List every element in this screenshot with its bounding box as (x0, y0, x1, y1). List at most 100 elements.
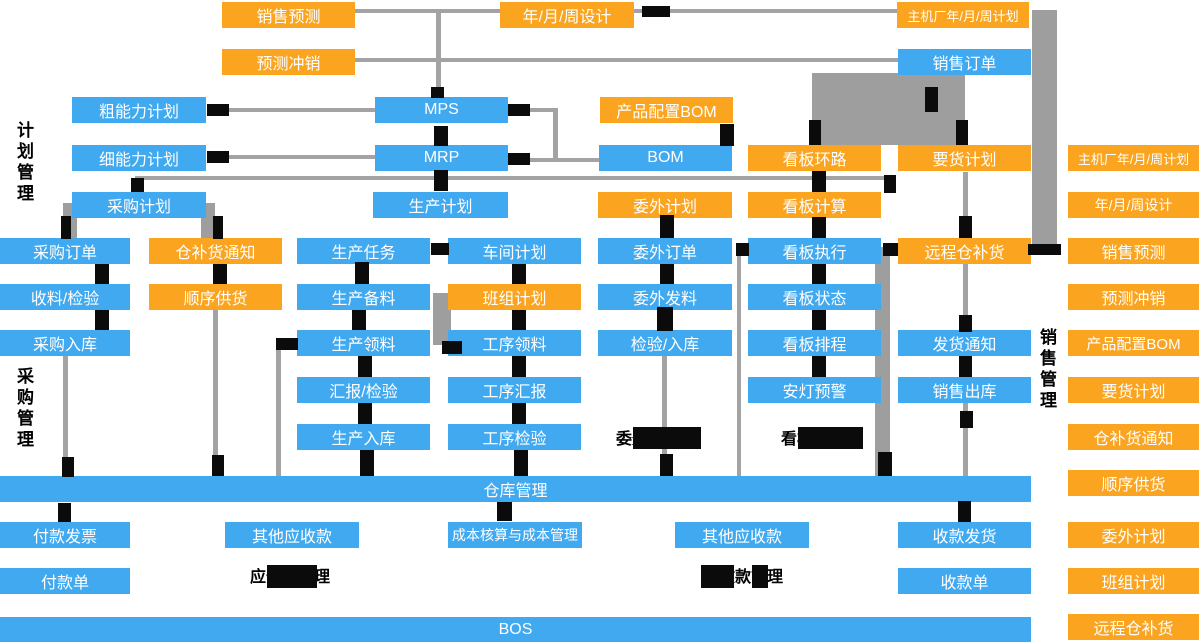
connector-mark (508, 104, 530, 116)
node-box: 生产任务 (297, 238, 430, 264)
node-box: 生产领料 (297, 330, 430, 356)
connector-line (63, 356, 68, 478)
connector-mark (95, 264, 109, 284)
connector-mark (131, 178, 144, 192)
connector-mark (512, 264, 526, 284)
connector-line (553, 108, 558, 162)
node-box: 生产入库 (297, 424, 430, 450)
connector-mark (809, 120, 821, 145)
connector-mark (812, 264, 826, 284)
connector-line (963, 172, 968, 238)
node-box: 收料/检验 (0, 284, 130, 310)
node-box: 主机厂年/月/周计划 (1068, 145, 1199, 171)
connector-mark (959, 356, 972, 377)
node-box: 汇报/检验 (297, 377, 430, 403)
node-box: 仓库管理 (0, 476, 1031, 502)
node-box: 看板执行 (748, 238, 881, 264)
node-box: 产品配置BOM (600, 97, 733, 123)
connector-mark (660, 454, 673, 476)
node-box: 其他应收款 (225, 522, 359, 548)
node-box: 看板排程 (748, 330, 881, 356)
connector-mark (884, 175, 896, 193)
label-mask (701, 565, 734, 588)
connector-mark (512, 310, 526, 330)
node-box: 看板环路 (748, 145, 881, 171)
node-box: 要货计划 (1068, 377, 1199, 403)
connector-mark (960, 411, 973, 428)
node-box: 付款单 (0, 568, 130, 594)
connector-mark (497, 502, 512, 521)
node-box: 生产备料 (297, 284, 430, 310)
node-box: 预测冲销 (1068, 284, 1199, 310)
node-box: 班组计划 (1068, 568, 1199, 594)
connector-mark (213, 264, 227, 284)
connector-mark (212, 455, 224, 476)
node-box: 看板计算 (748, 192, 881, 218)
connector-mark (61, 216, 71, 239)
node-box: 销售预测 (1068, 238, 1199, 264)
connector-mark (213, 216, 223, 239)
connector-mark (720, 124, 734, 146)
connector-mark (642, 6, 670, 17)
node-box: 年/月/周设计 (1068, 192, 1199, 218)
connector-mark (812, 217, 826, 238)
connector-mark (352, 310, 366, 330)
node-box: 预测冲销 (222, 49, 355, 75)
connector-line (213, 310, 218, 478)
node-box: 委外订单 (598, 238, 732, 264)
connector-line (528, 108, 558, 112)
connector-mark (207, 104, 229, 116)
connector-mark (878, 452, 892, 476)
node-box: 车间计划 (448, 238, 581, 264)
lane-label: 采购管理 (14, 367, 33, 451)
label-mask (752, 565, 768, 588)
connector-block (875, 247, 890, 476)
node-box: 工序检验 (448, 424, 581, 450)
node-box: 采购订单 (0, 238, 130, 264)
connector-mark (736, 243, 749, 256)
connector-mark (812, 356, 826, 377)
node-box: 委外计划 (1068, 522, 1199, 548)
connector-mark (431, 87, 444, 98)
node-box: 年/月/周设计 (500, 2, 634, 28)
connector-block (433, 293, 451, 345)
node-box: 粗能力计划 (72, 97, 206, 123)
connector-mark (355, 262, 369, 284)
connector-mark (959, 216, 972, 238)
label-mask (633, 427, 701, 449)
node-box: 班组计划 (448, 284, 581, 310)
node-box: 顺序供货 (1068, 470, 1199, 496)
connector-mark (1028, 244, 1061, 255)
node-box: 销售订单 (898, 49, 1031, 75)
node-box: 工序领料 (448, 330, 581, 356)
connector-line (228, 108, 376, 112)
connector-mark (442, 341, 462, 354)
connector-line (963, 403, 968, 477)
node-box: 发货通知 (898, 330, 1031, 356)
label-mask (798, 427, 863, 449)
connector-line (228, 155, 376, 159)
connector-mark (95, 310, 109, 330)
connector-line (737, 252, 741, 478)
connector-mark (207, 151, 229, 163)
node-box: 其他应收款 (675, 522, 809, 548)
connector-mark (925, 87, 938, 112)
label-mask (267, 565, 317, 588)
connector-line (662, 356, 667, 478)
connector-line (436, 11, 441, 97)
connector-mark (956, 120, 968, 145)
node-box: 生产计划 (373, 192, 508, 218)
connector-mark (812, 171, 826, 192)
connector-mark (431, 243, 449, 255)
connector-block (812, 73, 965, 145)
node-box: 检验/入库 (598, 330, 732, 356)
lane-label: 计划管理 (14, 121, 33, 205)
node-box: BOM (599, 145, 732, 171)
connector-mark (434, 170, 448, 191)
connector-mark (58, 503, 71, 522)
connector-mark (514, 450, 528, 476)
node-box: 产品配置BOM (1068, 330, 1199, 356)
node-box: 销售出库 (898, 377, 1031, 403)
lane-label: 销售管理 (1037, 328, 1056, 412)
